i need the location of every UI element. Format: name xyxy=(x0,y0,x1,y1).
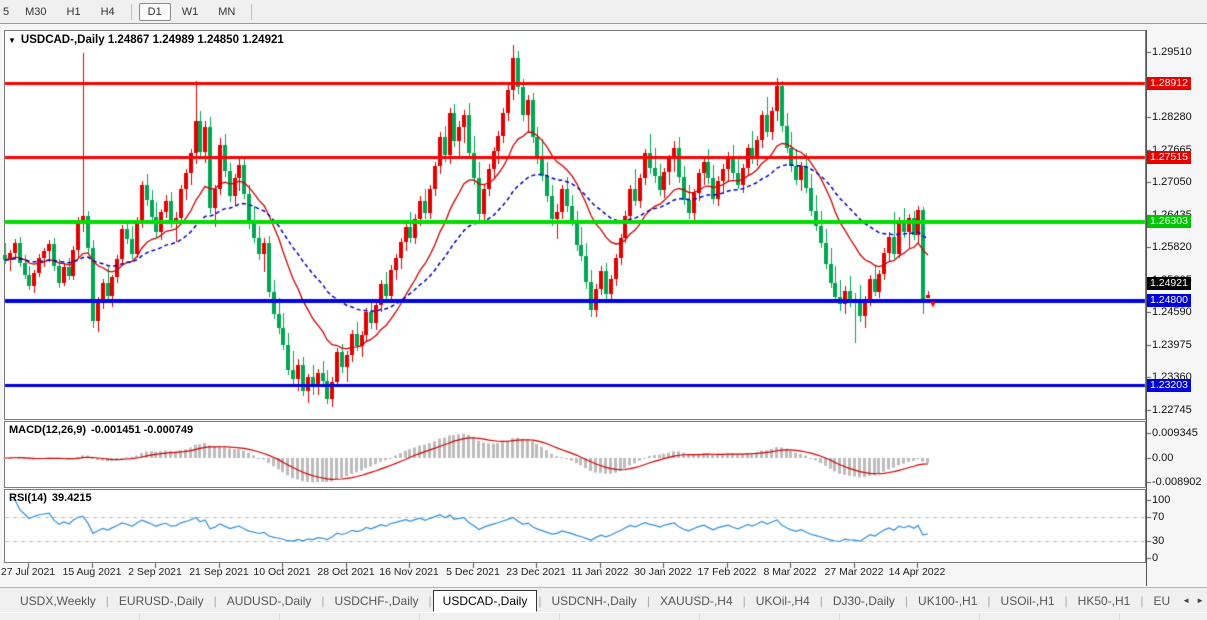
macd-label: MACD(12,26,9) -0.001451 -0.000749 xyxy=(9,424,193,436)
rsi-value: 39.4215 xyxy=(51,492,92,504)
date-tick-label: 21 Sep 2021 xyxy=(189,566,249,578)
rsi-name: RSI(14) xyxy=(9,492,47,504)
price-tick-label: 1.25820 xyxy=(1152,241,1192,254)
price-level-badge: 1.27515 xyxy=(1147,150,1191,164)
ohlc-close: 1.24921 xyxy=(242,34,284,46)
chart-dropdown-icon[interactable]: ▼ xyxy=(8,36,16,45)
macd-tick-label: 0.009345 xyxy=(1152,427,1198,439)
date-tick-label: 11 Jan 2022 xyxy=(571,566,629,578)
date-tick-label: 30 Jan 2022 xyxy=(634,566,692,578)
date-tick-label: 15 Aug 2021 xyxy=(62,566,122,578)
date-tick-label: 2 Sep 2021 xyxy=(128,566,182,578)
price-level-badge: 1.26303 xyxy=(1147,214,1191,228)
macd-tick-label: 0.00 xyxy=(1152,452,1174,464)
chart-title: ▼ USDCAD-,Daily 1.24867 1.24989 1.24850 1… xyxy=(8,34,284,46)
date-tick-label: 28 Oct 2021 xyxy=(317,566,375,578)
rsi-tick-label: 100 xyxy=(1152,494,1171,506)
price-tick-label: 1.23975 xyxy=(1152,338,1192,351)
price-tick-label: 1.28280 xyxy=(1152,111,1192,124)
price-level-badge: 1.28912 xyxy=(1147,76,1191,90)
date-tick-label: 14 Apr 2022 xyxy=(888,566,946,578)
macd-tick-label: -0.008902 xyxy=(1152,475,1202,488)
price-level-badge: 1.24800 xyxy=(1147,294,1191,308)
date-tick-label: 5 Dec 2021 xyxy=(446,566,500,578)
ohlc-open: 1.24867 xyxy=(107,34,150,46)
rsi-label: RSI(14) 39.4215 xyxy=(9,492,92,504)
date-tick-label: 23 Dec 2021 xyxy=(506,566,566,578)
date-tick-label: 10 Oct 2021 xyxy=(253,566,311,578)
rsi-tick-label: 70 xyxy=(1152,511,1165,524)
price-tick-label: 1.27050 xyxy=(1152,176,1192,189)
rsi-tick-label: 30 xyxy=(1152,534,1165,547)
rsi-tick-label: 0 xyxy=(1152,552,1159,564)
date-tick-label: 16 Nov 2021 xyxy=(379,566,439,578)
date-tick-label: 27 Jul 2021 xyxy=(0,566,56,578)
macd-name: MACD(12,26,9) xyxy=(9,424,87,436)
price-tick-label: 1.22745 xyxy=(1152,404,1192,416)
date-tick-label: 17 Feb 2022 xyxy=(697,566,757,578)
price-tick-label: 1.24590 xyxy=(1152,306,1192,319)
current-price-badge: 1.24921 xyxy=(1147,276,1191,290)
date-tick-label: 8 Mar 2022 xyxy=(763,566,817,578)
price-tick-label: 1.29510 xyxy=(1152,46,1192,58)
price-level-badge: 1.23203 xyxy=(1147,378,1191,392)
ohlc-high: 1.24989 xyxy=(152,34,195,46)
ohlc-low: 1.24850 xyxy=(197,34,239,46)
chart-symbol-label: USDCAD-,Daily xyxy=(20,34,105,46)
date-tick-label: 27 Mar 2022 xyxy=(824,566,884,578)
macd-values: -0.001451 -0.000749 xyxy=(91,424,194,436)
